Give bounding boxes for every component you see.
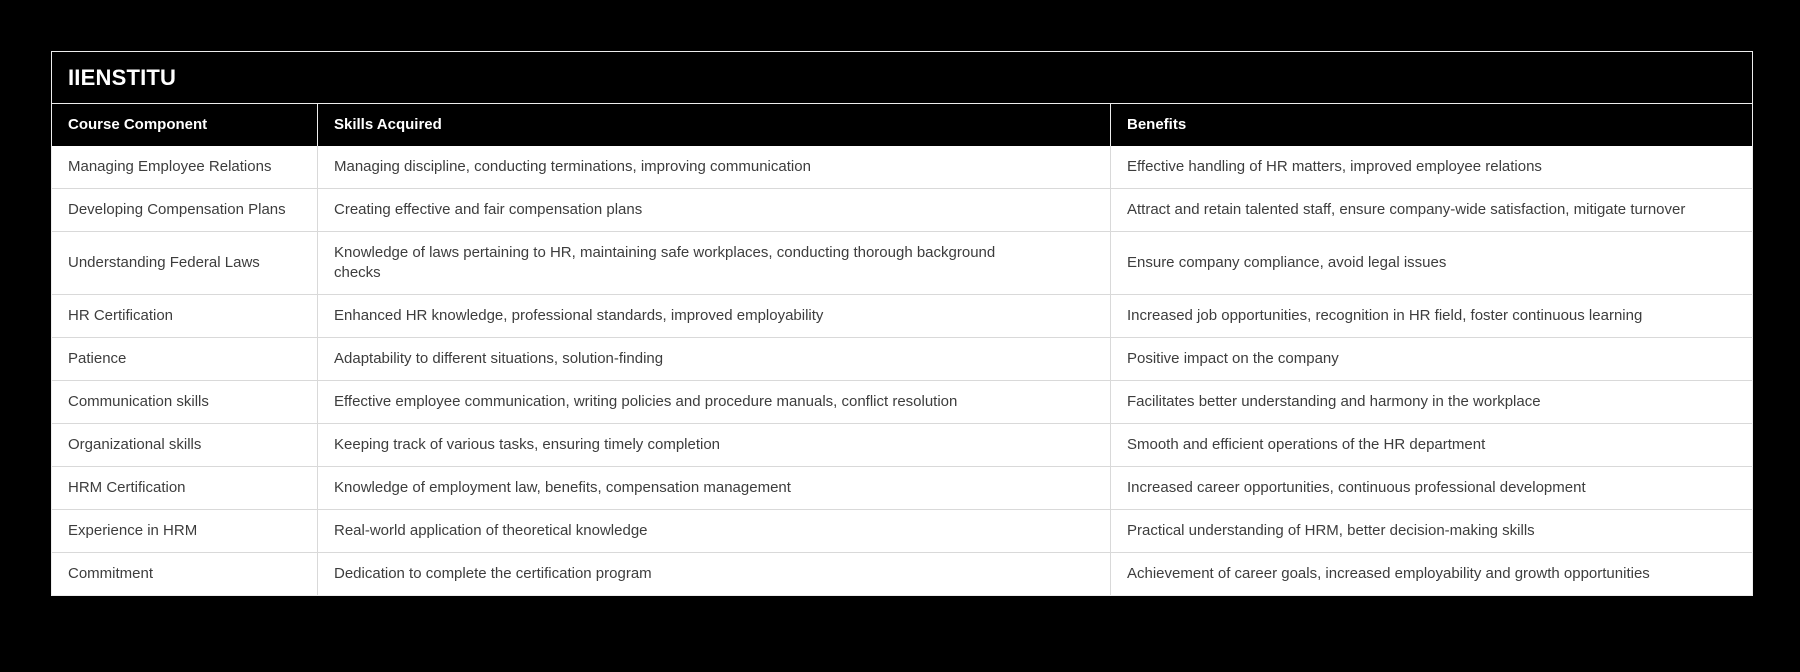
table-row: Understanding Federal Laws Knowledge of l… [52,231,1752,294]
benefits-cell: Increased career opportunities, continuo… [1111,466,1752,509]
course-component-cell: Understanding Federal Laws [52,231,318,294]
column-header-course-component: Course Component [52,104,318,146]
skills-acquired-cell: Keeping track of various tasks, ensuring… [318,423,1111,466]
course-component-cell: Communication skills [52,380,318,423]
course-component-cell: HR Certification [52,294,318,337]
benefits-cell: Attract and retain talented staff, ensur… [1111,188,1752,231]
benefits-cell: Increased job opportunities, recognition… [1111,294,1752,337]
course-component-cell: Patience [52,337,318,380]
skills-acquired-cell: Knowledge of employment law, benefits, c… [318,466,1111,509]
course-component-cell: Managing Employee Relations [52,146,318,188]
skills-acquired-cell: Effective employee communication, writin… [318,380,1111,423]
skills-acquired-cell: Dedication to complete the certification… [318,552,1111,595]
benefits-cell: Ensure company compliance, avoid legal i… [1111,231,1752,294]
table-row: Commitment Dedication to complete the cer… [52,552,1752,595]
course-component-cell: Commitment [52,552,318,595]
benefits-cell: Achievement of career goals, increased e… [1111,552,1752,595]
skills-acquired-cell: Knowledge of laws pertaining to HR, main… [318,231,1111,294]
table-row: Organizational skills Keeping track of va… [52,423,1752,466]
course-table-panel: IIENSTITU Course Component Skills Acquire… [51,51,1753,596]
table-row: Experience in HRM Real-world application … [52,509,1752,552]
skills-acquired-cell: Adaptability to different situations, so… [318,337,1111,380]
table-row: Patience Adaptability to different situat… [52,337,1752,380]
table-row: Communication skills Effective employee c… [52,380,1752,423]
column-header-benefits: Benefits [1111,104,1752,146]
skills-acquired-cell: Enhanced HR knowledge, professional stan… [318,294,1111,337]
table-row: Managing Employee Relations Managing disc… [52,146,1752,188]
course-component-cell: Experience in HRM [52,509,318,552]
skills-acquired-cell: Real-world application of theoretical kn… [318,509,1111,552]
course-component-cell: Organizational skills [52,423,318,466]
course-component-cell: Developing Compensation Plans [52,188,318,231]
course-table: Course Component Skills Acquired Benefits … [52,104,1752,595]
benefits-cell: Smooth and efficient operations of the H… [1111,423,1752,466]
skills-acquired-cell: Managing discipline, conducting terminat… [318,146,1111,188]
benefits-cell: Practical understanding of HRM, better d… [1111,509,1752,552]
table-header-row: Course Component Skills Acquired Benefits [52,104,1752,146]
benefits-cell: Facilitates better understanding and har… [1111,380,1752,423]
benefits-cell: Effective handling of HR matters, improv… [1111,146,1752,188]
table-row: Developing Compensation Plans Creating ef… [52,188,1752,231]
benefits-cell: Positive impact on the company [1111,337,1752,380]
table-title: IIENSTITU [52,52,1752,104]
column-header-skills-acquired: Skills Acquired [318,104,1111,146]
course-component-cell: HRM Certification [52,466,318,509]
table-row: HRM Certification Knowledge of employment… [52,466,1752,509]
skills-acquired-cell: Creating effective and fair compensation… [318,188,1111,231]
table-row: HR Certification Enhanced HR knowledge, p… [52,294,1752,337]
